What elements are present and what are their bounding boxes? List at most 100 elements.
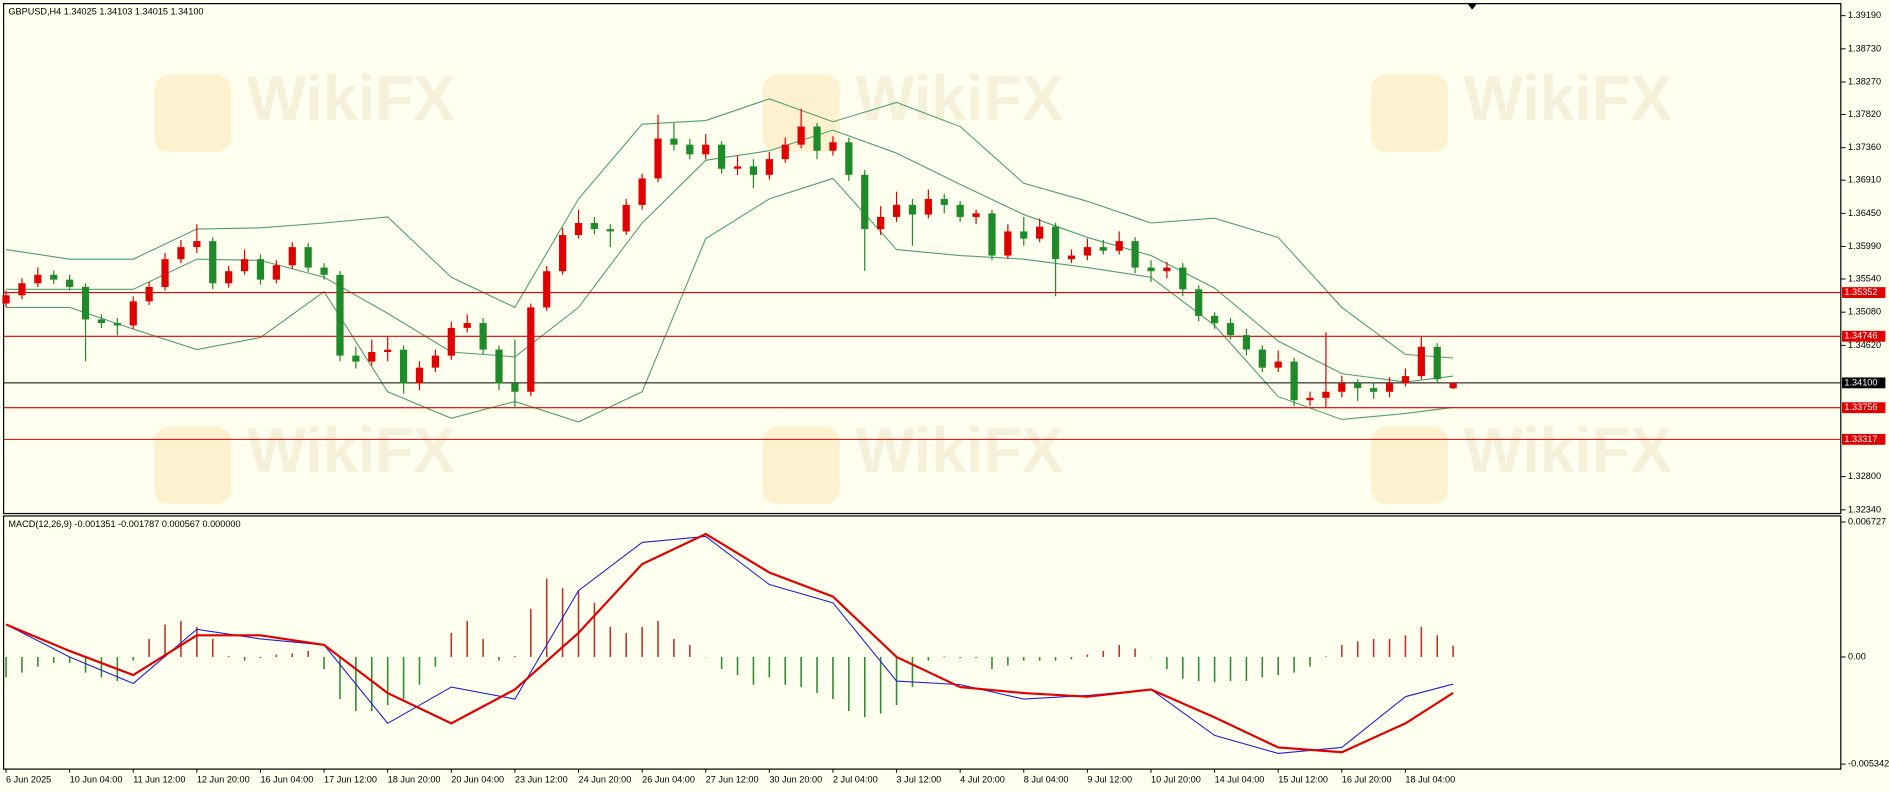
candle-body [193,241,201,248]
x-tick-label: 30 Jun 20:00 [769,774,822,784]
candle-body [1051,226,1060,260]
y-tick-label: 1.37360 [1848,142,1881,152]
band-line [6,129,1454,383]
candle-body [908,204,917,215]
candle-body [1274,361,1282,368]
candle-body [956,204,964,217]
candle-body [2,295,10,304]
watermarks: WikiFX WikiFX WikiFX WikiFX WikiFX WikiF… [154,64,1672,504]
candle-body [66,279,74,287]
x-tick-label: 16 Jul 20:00 [1342,774,1392,784]
x-tick-label: 10 Jul 20:00 [1151,774,1201,784]
candle-body [1338,383,1346,392]
y-tick-label: 0.00 [1848,651,1866,661]
price-tag [1842,402,1886,414]
candle-body [399,349,408,384]
y-tick-label: 1.36910 [1848,175,1881,185]
candle-body [845,142,853,175]
price-tag-label: 1.35352 [1844,287,1877,297]
x-tick-label: 20 Jun 04:00 [451,774,504,784]
candle-body [1036,226,1044,239]
candle-body [1449,382,1457,389]
candle-body [1306,397,1314,401]
x-tick-label: 16 Jun 04:00 [260,774,313,784]
candle-body [829,142,837,151]
candle-body [1195,289,1203,316]
candle-body [1147,267,1155,272]
watermark: WikiFX [855,64,1063,134]
candle-body [479,323,487,350]
price-tag-label: 1.33756 [1844,402,1877,412]
y-tick-label: 1.32800 [1848,471,1881,481]
x-tick-label: 27 Jun 12:00 [706,774,759,784]
candle-body [81,286,90,320]
price-tag [1842,377,1886,389]
candle-body [50,274,58,280]
y-tick-label: -0.005342 [1848,759,1889,769]
macd-title: MACD(12,26,9) -0.001351 -0.001787 0.0005… [8,519,240,529]
x-tick-label: 4 Jul 20:00 [960,774,1005,784]
candle-body [18,283,26,296]
x-tick-label: 11 Jun 12:00 [133,774,185,784]
candle-body [129,301,137,326]
candle-body [272,265,280,280]
band-line [5,98,1454,359]
candle-body [288,247,296,266]
x-tick-label: 10 Jun 04:00 [70,774,123,784]
candle-body [177,247,185,260]
watermark-logo [154,74,1449,504]
candle-body [431,355,439,368]
candle-body [1370,388,1378,392]
candle-body [574,223,583,236]
candle-body [209,241,217,284]
candle-body [113,323,121,326]
candle-body [972,213,980,217]
y-tick-label: 1.32340 [1848,504,1881,514]
candle-body [1210,315,1219,324]
y-tick-label: 1.35540 [1848,273,1881,283]
candle-body [1242,335,1251,350]
watermark: WikiFX [855,416,1063,486]
candle-body [1004,231,1012,256]
x-tick-label: 23 Jun 12:00 [515,774,568,784]
candle-body [861,174,869,230]
candle-body [686,144,694,155]
candle-body [924,198,932,215]
candle-body [1354,383,1362,389]
price-panel-frame [3,3,1842,515]
candle-body [161,259,169,287]
y-tick-label: 1.35080 [1848,307,1881,317]
x-tick-label: 14 Jul 04:00 [1215,774,1265,784]
signal-line [5,532,1454,754]
candle-body [1385,383,1394,392]
candle-body [558,235,567,272]
macd-panel-frame [3,515,1842,770]
candle-body [336,274,344,356]
candle-body [877,216,885,230]
candle-body [1099,247,1107,251]
candle-body [145,286,153,302]
candle-body [384,349,392,353]
candle-body [718,144,726,169]
y-tick-label: 1.38270 [1848,76,1881,86]
candle-body [654,138,662,179]
y-tick-label: 0.006727 [1848,516,1886,526]
candle-body [352,355,360,362]
candle-body [1401,376,1410,384]
candle-body [781,144,789,160]
x-tick-label: 3 Jul 12:00 [897,774,942,784]
chart-title: GBPUSD,H4 1.34025 1.34103 1.34015 1.3410… [8,6,203,16]
candle-body [1067,255,1076,260]
price-tag-label: 1.34100 [1844,377,1877,387]
candle-body [1322,391,1330,398]
candle-body [240,259,249,272]
candle-body [527,307,535,392]
candle-body [97,319,106,324]
candle-body [511,383,519,392]
y-tick-label: 1.37820 [1848,109,1881,119]
y-tick-label: 1.39190 [1848,10,1881,20]
candle-body [1226,323,1235,336]
candle-body [34,274,42,284]
